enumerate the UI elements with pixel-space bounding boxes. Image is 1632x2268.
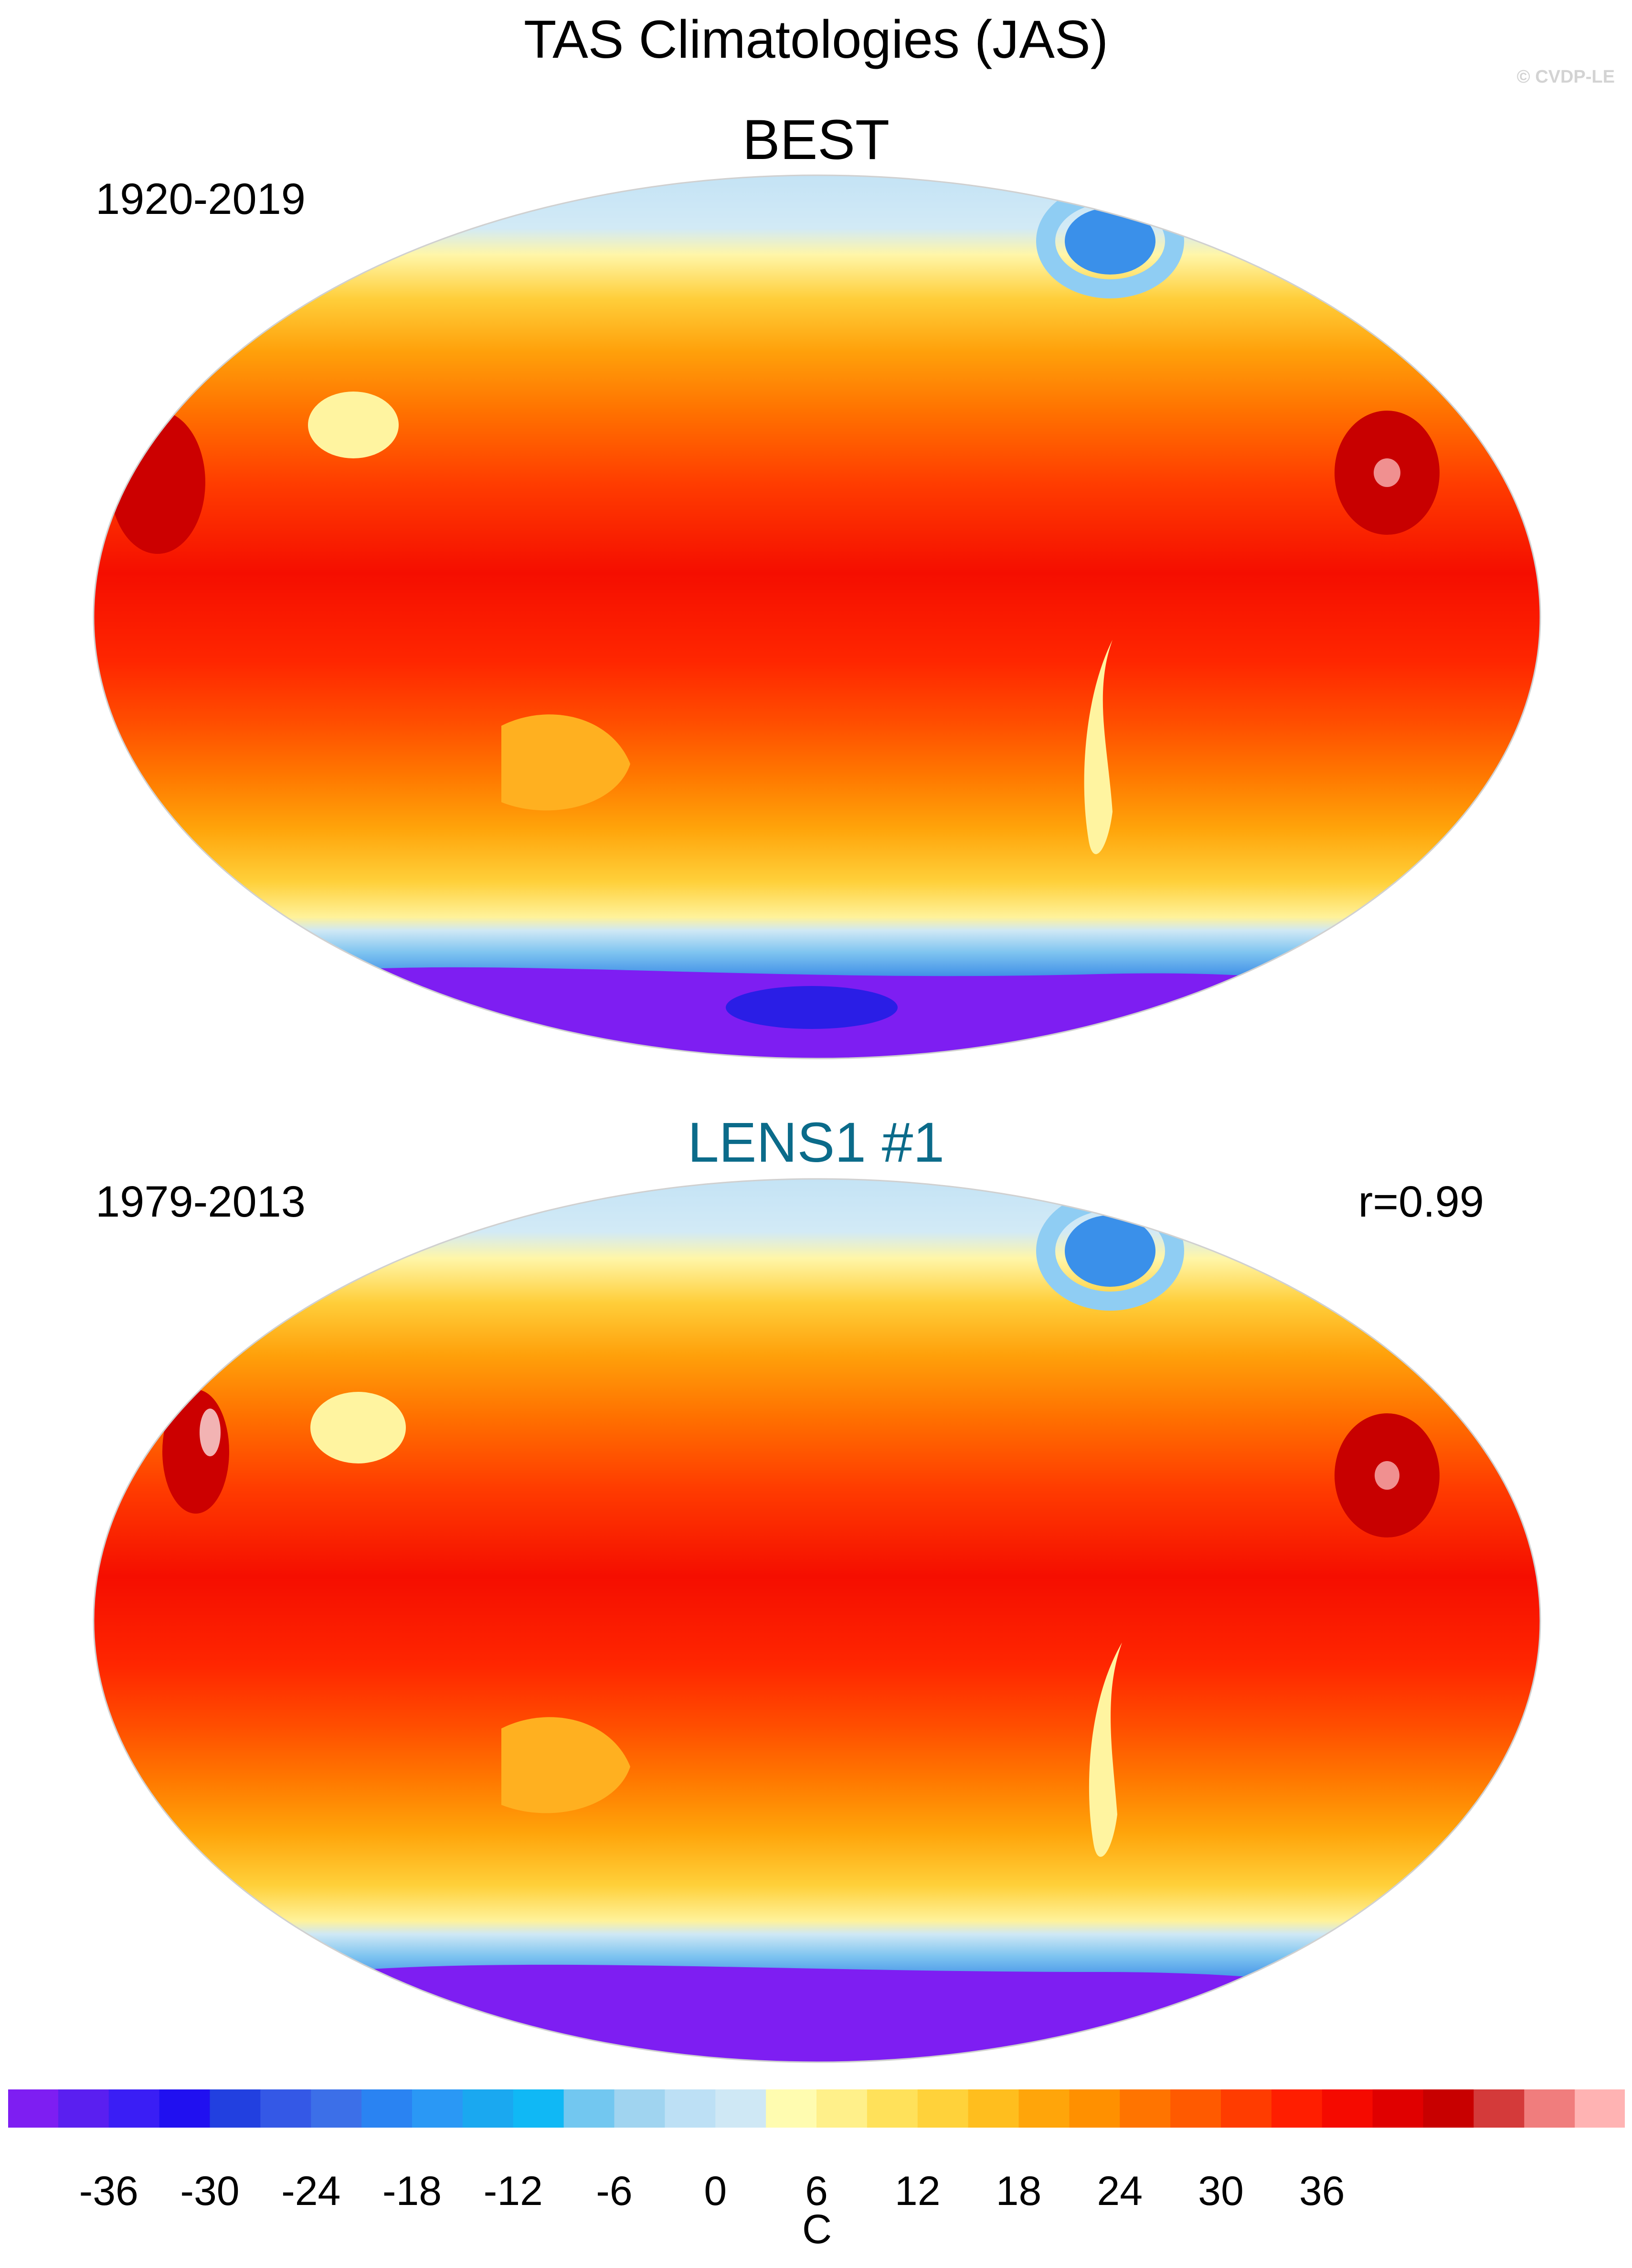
colorbar-tick-label: -36: [79, 2168, 138, 2214]
colorbar-tick-label: -30: [180, 2168, 240, 2214]
colorbar-swatch: [260, 2089, 311, 2128]
colorbar-swatch: [8, 2089, 59, 2128]
tibet-cool-region: [308, 392, 399, 458]
colorbar-swatch: [108, 2089, 160, 2128]
colorbar-tick-label: 36: [1299, 2168, 1345, 2214]
colorbar-swatch: [1372, 2089, 1423, 2128]
colorbar-tick-label: -24: [281, 2168, 341, 2214]
colorbar-swatch: [1423, 2089, 1474, 2128]
colorbar-swatch: [1322, 2089, 1373, 2128]
colorbar: [7, 2088, 1626, 2129]
panel-title-best: BEST: [742, 108, 890, 171]
colorbar-swatch: [917, 2089, 969, 2128]
colorbar-swatch: [614, 2089, 665, 2128]
copyright-watermark: © CVDP-LE: [1516, 67, 1615, 87]
colorbar-swatch: [412, 2089, 463, 2128]
colorbar-tick-label: -12: [483, 2168, 543, 2214]
colorbar-swatch: [1473, 2089, 1525, 2128]
australia-region: [501, 714, 630, 811]
greenland-cold-region: [1065, 1215, 1155, 1287]
colorbar-swatch: [58, 2089, 109, 2128]
colorbar-swatch: [1170, 2089, 1221, 2128]
colorbar-swatch: [210, 2089, 261, 2128]
colorbar-swatch: [513, 2089, 564, 2128]
panel-correlation-lens1: r=0.99: [1358, 1177, 1484, 1226]
colorbar-swatch: [1221, 2089, 1272, 2128]
colorbar-swatch: [1271, 2089, 1323, 2128]
colorbar-tick-label: 12: [894, 2168, 941, 2214]
panel-title-lens1: LENS1 #1: [688, 1111, 944, 1174]
antarctica-region: [286, 1964, 1480, 2062]
colorbar-swatch: [1018, 2089, 1070, 2128]
colorbar-swatch: [665, 2089, 716, 2128]
tibet-cool-region: [310, 1392, 406, 1463]
colorbar-tick-label: -18: [382, 2168, 442, 2214]
colorbar-swatch: [361, 2089, 413, 2128]
map-border-best: [93, 174, 1541, 1060]
colorbar-tick-label: 18: [996, 2168, 1042, 2214]
panel-period-lens1: 1979-2013: [95, 1177, 306, 1226]
map-panel-best: [94, 175, 1540, 1059]
colorbar-swatch: [766, 2089, 817, 2128]
map-panel-lens1: [94, 1179, 1540, 2062]
colorbar-tick-label: 24: [1097, 2168, 1143, 2214]
greenland-cold-region: [1065, 208, 1155, 275]
colorbar-swatch: [462, 2089, 514, 2128]
andes-cool-region: [1084, 640, 1113, 854]
colorbar-swatch: [867, 2089, 918, 2128]
colorbar-tick-label: 30: [1198, 2168, 1244, 2214]
colorbar-unit: C: [802, 2206, 832, 2252]
colorbar-tick-label: 6: [805, 2168, 828, 2214]
colorbar-swatch: [1575, 2089, 1626, 2128]
colorbar-swatch: [816, 2089, 868, 2128]
colorbar-swatch: [1069, 2089, 1120, 2128]
colorbar-swatch: [968, 2089, 1019, 2128]
australia-region: [501, 1717, 630, 1813]
arabia-hot-region: [162, 1389, 229, 1514]
colorbar-swatch: [1120, 2089, 1171, 2128]
map-border-lens1: [93, 1178, 1541, 2063]
colorbar-swatch: [159, 2089, 210, 2128]
andes-cool-region: [1089, 1643, 1122, 1857]
arabia-hot-region: [110, 411, 205, 554]
figure-title: TAS Climatologies (JAS): [523, 10, 1108, 69]
panel-period-best: 1920-2019: [95, 175, 306, 223]
colorbar-swatch: [1524, 2089, 1575, 2128]
colorbar-tick-label: -6: [596, 2168, 633, 2214]
colorbar-tick-label: 0: [704, 2168, 727, 2214]
colorbar-swatch: [311, 2089, 362, 2128]
colorbar-swatch: [715, 2089, 766, 2128]
colorbar-swatch: [563, 2089, 615, 2128]
